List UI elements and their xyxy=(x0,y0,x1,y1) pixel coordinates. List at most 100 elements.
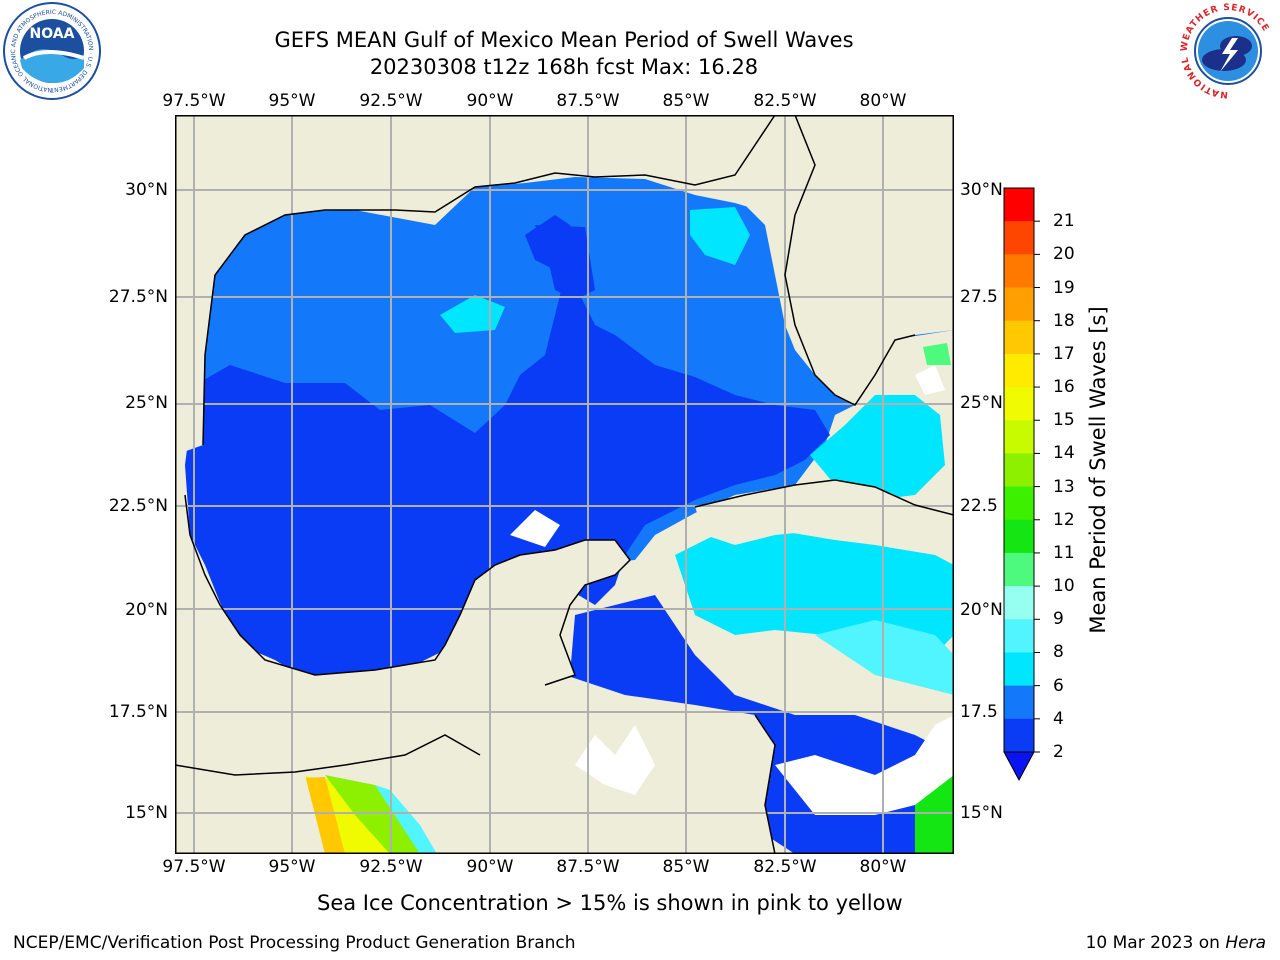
colorbar-frame xyxy=(1003,187,1035,753)
lon-label-top: 80°W xyxy=(859,91,907,111)
noaa-logo-text: NOAA xyxy=(30,26,75,42)
colorbar-tick-label: 11 xyxy=(1053,542,1075,563)
colorbar-extend-triangle xyxy=(1003,751,1035,782)
pacific-green-edge xyxy=(325,775,430,854)
lon-label-top: 87.5°W xyxy=(556,91,620,111)
lon-label-bottom: 85°W xyxy=(662,857,710,877)
swell-cyan-yucatan-channel xyxy=(810,395,945,500)
colorbar-tick-label: 19 xyxy=(1053,277,1075,298)
land-cuba xyxy=(695,480,954,545)
lat-label-right: 17.5 xyxy=(960,702,998,722)
nodata-patch xyxy=(575,725,655,795)
colorbar-segment xyxy=(1004,320,1034,355)
map-panel xyxy=(175,115,954,854)
lat-label-left: 25°N xyxy=(125,393,168,413)
chart-subtitle: 20230308 t12z 168h fcst Max: 16.28 xyxy=(369,55,759,79)
lon-label-top: 97.5°W xyxy=(162,91,226,111)
chart-title: GEFS MEAN Gulf of Mexico Mean Period of … xyxy=(274,28,854,52)
lon-label-bottom: 97.5°W xyxy=(162,857,226,877)
lat-label-right: 22.5 xyxy=(960,496,998,516)
lon-label-bottom: 92.5°W xyxy=(359,857,423,877)
nodata-patch xyxy=(775,715,954,815)
swell-cyan-ne xyxy=(690,207,750,265)
map-frame xyxy=(175,115,954,854)
lat-label-left: 30°N xyxy=(125,180,168,200)
lon-label-top: 82.5°W xyxy=(753,91,817,111)
nodata-patch xyxy=(915,365,945,395)
colorbar-segment xyxy=(1004,619,1034,653)
colorbar-segment xyxy=(1004,453,1034,488)
footer-host: Hera xyxy=(1225,933,1266,953)
lat-label-right: 27.5 xyxy=(960,287,998,307)
swell-light-cyan-caribbean xyxy=(815,620,954,695)
lon-label-bottom: 87.5°W xyxy=(556,857,620,877)
colorbar-tick-label: 17 xyxy=(1053,343,1075,364)
colorbar-segment xyxy=(1004,287,1034,322)
lat-label-right: 15°N xyxy=(960,803,1003,823)
gulf-water-dark-north xyxy=(535,225,595,300)
lon-label-bottom: 95°W xyxy=(268,857,316,877)
footer-credit: NCEP/EMC/Verification Post Processing Pr… xyxy=(13,933,576,953)
colorbar-tick-label: 13 xyxy=(1053,476,1075,497)
noaa-logo-icon: NOAA NATIONAL OCEANIC AND ATMOSPHERIC AD… xyxy=(0,2,101,100)
graticule xyxy=(175,115,954,854)
lat-label-left: 17.5°N xyxy=(108,702,168,722)
colorbar-segment xyxy=(1004,254,1034,289)
nodata-patch xyxy=(510,510,560,547)
lat-label-left: 22.5°N xyxy=(108,496,168,516)
colorbar-tick-label: 12 xyxy=(1053,509,1075,530)
colorbar-tick-label: 4 xyxy=(1053,708,1064,729)
colorbar-segment xyxy=(1004,188,1034,222)
colorbar-segment xyxy=(1004,586,1034,620)
gulf-water-dark xyxy=(185,215,830,685)
nws-logo-icon: NATIONAL WEATHER SERVICE xyxy=(1180,3,1276,99)
sea-ice-note: Sea Ice Concentration > 15% is shown in … xyxy=(317,891,903,915)
colorbar-tick-label: 10 xyxy=(1053,576,1075,597)
colorbar-tick-label: 2 xyxy=(1053,742,1064,762)
land-mexico-yucatan xyxy=(175,445,630,854)
caribbean-se-green xyxy=(915,765,954,854)
lat-label-right: 25°N xyxy=(960,393,1003,413)
land-us-gulf-coast xyxy=(175,115,775,455)
colorbar-segment xyxy=(1004,652,1034,687)
colorbar-tick-label: 6 xyxy=(1053,675,1064,696)
lon-label-top: 95°W xyxy=(268,91,316,111)
lon-label-bottom: 80°W xyxy=(859,857,907,877)
colorbar-segment xyxy=(1004,221,1034,255)
lon-label-top: 90°W xyxy=(466,91,514,111)
lat-label-right: 30°N xyxy=(960,180,1003,200)
colorbar-segment xyxy=(1004,718,1034,753)
colorbar-segment xyxy=(1004,387,1034,421)
colorbar-tick-label: 8 xyxy=(1053,642,1064,663)
coastlines xyxy=(175,115,954,854)
footer-date: 10 Mar 2023 on Hera xyxy=(1086,933,1266,953)
colorbar-tick-label: 21 xyxy=(1053,211,1075,232)
colorbar-segment xyxy=(1004,486,1034,521)
colorbar-tick-label: 16 xyxy=(1053,377,1075,398)
land-florida xyxy=(735,115,954,405)
colorbar-tick-label: 15 xyxy=(1053,410,1075,431)
swell-cyan-central xyxy=(440,295,505,333)
lat-label-right: 20°N xyxy=(960,600,1003,620)
lat-label-left: 20°N xyxy=(125,600,168,620)
colorbar-tick-label: 9 xyxy=(1053,609,1064,630)
colorbar-tick-label: 20 xyxy=(1053,244,1075,265)
colorbar xyxy=(1003,187,1040,782)
swell-green-florida xyxy=(923,343,951,365)
colorbar-label: Mean Period of Swell Waves [s] xyxy=(1086,306,1110,634)
lon-label-top: 92.5°W xyxy=(359,91,423,111)
lon-label-top: 85°W xyxy=(662,91,710,111)
land-central-america xyxy=(535,675,775,854)
lon-label-bottom: 82.5°W xyxy=(753,857,817,877)
colorbar-segment xyxy=(1004,552,1034,587)
colorbar-tick-label: 14 xyxy=(1053,443,1075,464)
footer-date-text: 10 Mar 2023 on xyxy=(1085,933,1226,953)
lon-label-bottom: 90°W xyxy=(466,857,514,877)
colorbar-segment xyxy=(1004,685,1034,720)
lat-label-left: 15°N xyxy=(125,803,168,823)
colorbar-segment xyxy=(1004,353,1034,388)
colorbar-segment xyxy=(1004,420,1034,454)
colorbar-segment xyxy=(1004,519,1034,554)
lat-label-left: 27.5°N xyxy=(108,287,168,307)
colorbar-tick-label: 18 xyxy=(1053,310,1075,331)
